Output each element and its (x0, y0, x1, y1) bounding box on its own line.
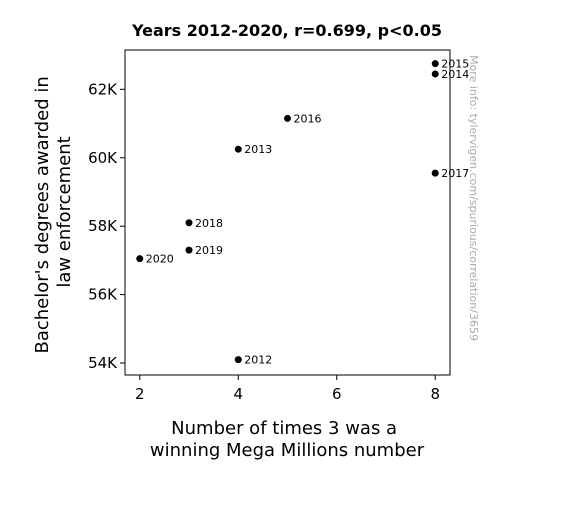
x-tick-label: 6 (332, 385, 342, 403)
data-point-label: 2018 (195, 217, 223, 230)
data-point-label: 2017 (441, 167, 469, 180)
y-axis-label: Bachelor's degrees awarded in law enforc… (32, 70, 75, 353)
y-tick-label: 58K (88, 217, 118, 235)
x-tick-label: 4 (233, 385, 243, 403)
data-point (234, 145, 242, 153)
y-axis-label-line-1: Bachelor's degrees awarded in (32, 76, 53, 353)
data-point-label: 2013 (244, 143, 272, 156)
data-point-label: 2014 (441, 68, 469, 81)
data-point-label: 2019 (195, 244, 223, 257)
x-axis-label-line-2: winning Mega Millions number (150, 440, 425, 461)
y-axis-label-line-2: law enforcement (54, 136, 75, 287)
y-axis: 54K 56K 58K 60K 62K (88, 80, 125, 372)
data-point (431, 60, 439, 68)
data-point (234, 356, 242, 364)
data-point-label: 2020 (146, 253, 174, 266)
x-tick-label: 2 (135, 385, 145, 403)
x-axis-label: Number of times 3 was a winning Mega Mil… (150, 418, 425, 461)
y-tick-label: 54K (88, 354, 118, 372)
x-tick-label: 8 (430, 385, 440, 403)
source-watermark: More info: tylervigen.com/spurious/corre… (467, 55, 480, 341)
x-axis-label-line-1: Number of times 3 was a (171, 418, 397, 439)
data-point-label: 2016 (294, 112, 322, 125)
data-point-label: 2015 (441, 58, 469, 71)
data-point (185, 246, 193, 254)
x-axis: 2 4 6 8 (135, 375, 440, 403)
data-point (431, 70, 439, 78)
data-point (136, 255, 144, 263)
y-tick-label: 62K (88, 80, 118, 98)
chart-title: Years 2012-2020, r=0.699, p<0.05 (131, 21, 442, 40)
y-tick-label: 56K (88, 286, 118, 304)
plot-area (124, 49, 451, 376)
data-point (284, 114, 291, 122)
y-tick-label: 60K (88, 149, 118, 167)
data-point (431, 169, 439, 177)
data-point-label: 2012 (244, 354, 272, 367)
data-point (185, 219, 193, 227)
